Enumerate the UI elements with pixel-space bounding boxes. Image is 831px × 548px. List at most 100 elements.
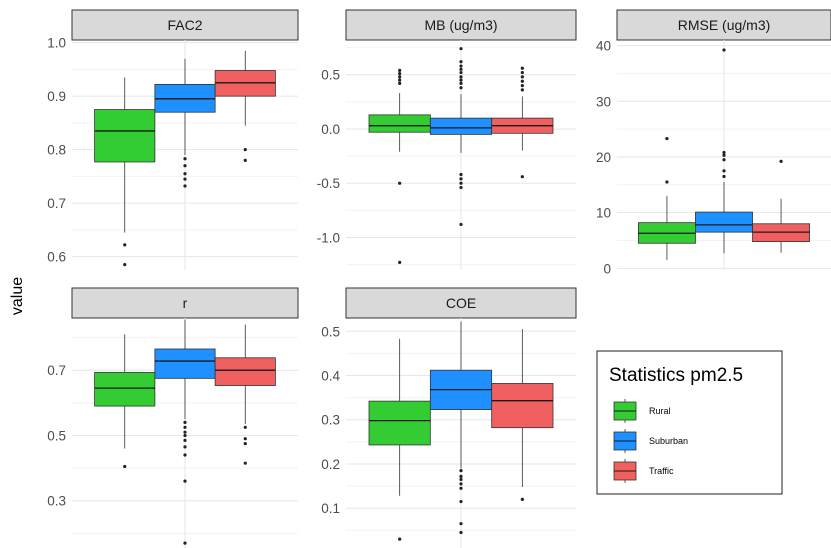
outlier-point (665, 180, 669, 184)
box-suburban (154, 319, 216, 545)
y-tick-label: 0.3 (47, 494, 66, 509)
outlier-point (183, 425, 187, 429)
box-rural (368, 68, 431, 265)
outlier-point (243, 425, 247, 429)
y-tick-label: 0.1 (321, 501, 340, 516)
outlier-point (459, 64, 463, 68)
facet-title: MB (ug/m3) (424, 17, 497, 33)
outlier-point (183, 433, 187, 438)
outlier-point (722, 150, 726, 155)
outlier-point (183, 164, 187, 168)
facet-strip (616, 9, 831, 41)
outlier-point (243, 442, 247, 446)
outlier-point (520, 497, 524, 501)
outlier-point (398, 181, 402, 185)
outlier-point (459, 522, 463, 526)
box-traffic (214, 324, 276, 465)
outlier-point (183, 479, 187, 483)
outlier-point (459, 482, 463, 486)
iqr-box (429, 117, 493, 135)
iqr-box (94, 372, 156, 407)
outlier-point (459, 86, 463, 90)
outlier-point (459, 47, 463, 51)
iqr-box (695, 211, 753, 233)
y-tick-label: 0.3 (321, 413, 340, 428)
y-tick-label: 30 (596, 94, 611, 109)
outlier-point (459, 477, 463, 482)
outlier-point (459, 75, 463, 79)
y-tick-label: 0 (603, 261, 611, 276)
y-tick-label: 0.5 (47, 428, 66, 443)
box-rural (368, 338, 431, 541)
outlier-point (398, 75, 402, 79)
facet-strip (71, 9, 299, 41)
y-tick-label: 0.5 (321, 68, 340, 83)
legend-title: Statistics pm2.5 (609, 365, 743, 386)
y-tick-label: 40 (596, 39, 611, 54)
outlier-point (243, 461, 247, 465)
facet-panel: FAC2 0.6 0.7 0.8 0.9 1.0 (47, 9, 299, 270)
outlier-point (459, 530, 463, 535)
outlier-point (459, 486, 463, 490)
box-traffic (491, 66, 554, 179)
iqr-box (491, 383, 554, 429)
outlier-point (183, 184, 187, 188)
outlier-point (183, 438, 187, 442)
box-suburban (695, 48, 753, 254)
outlier-point (398, 78, 402, 82)
y-tick-label: 0.4 (321, 369, 340, 384)
outlier-point (183, 430, 187, 434)
y-tick-label: 0.5 (321, 324, 340, 339)
outlier-point (398, 68, 402, 72)
outlier-point (183, 177, 187, 181)
y-tick-label: 0.0 (321, 122, 340, 137)
outlier-point (183, 445, 187, 449)
outlier-point (183, 453, 187, 457)
outlier-point (665, 136, 669, 141)
iqr-box (154, 348, 216, 379)
outlier-point (459, 70, 463, 75)
outlier-point (243, 148, 247, 152)
y-tick-label: -0.5 (317, 176, 340, 191)
box-rural (638, 136, 696, 260)
outlier-point (183, 420, 187, 424)
y-axis-label: value (9, 277, 26, 315)
facet-strip (71, 287, 299, 319)
box-rural (94, 77, 156, 267)
outlier-point (722, 48, 726, 52)
facet-strip (345, 287, 577, 319)
legend-label: Rural (649, 406, 671, 416)
outlier-point (459, 172, 463, 177)
y-tick-label: 1.0 (47, 36, 66, 51)
box-suburban (429, 47, 493, 227)
legend-label: Traffic (649, 466, 674, 476)
outlier-point (459, 81, 463, 85)
outlier-point (123, 263, 127, 267)
outlier-point (520, 83, 524, 88)
outlier-point (520, 66, 524, 70)
outlier-point (722, 169, 726, 173)
outlier-point (123, 243, 127, 247)
outlier-point (398, 81, 402, 85)
y-tick-label: 0.8 (47, 143, 66, 158)
box-traffic (752, 159, 810, 253)
outlier-point (183, 541, 187, 545)
facet-title: COE (446, 295, 476, 311)
outlier-point (459, 181, 463, 185)
box-suburban (154, 58, 216, 188)
y-tick-label: 0.2 (321, 457, 340, 472)
y-tick-label: 0.9 (47, 89, 66, 104)
box-traffic (491, 329, 554, 501)
outlier-point (722, 158, 726, 162)
y-tick-label: 0.7 (47, 196, 66, 211)
facet-title: RMSE (ug/m3) (678, 17, 771, 33)
outlier-point (459, 67, 463, 71)
legend: Statistics pm2.5 Rural Suburban Traffic (596, 350, 783, 495)
legend-item-traffic: Traffic (613, 459, 674, 483)
outlier-point (779, 159, 783, 164)
outlier-point (520, 88, 524, 92)
iqr-box (368, 400, 431, 446)
y-tick-label: 10 (596, 206, 611, 221)
outlier-point (459, 499, 463, 504)
